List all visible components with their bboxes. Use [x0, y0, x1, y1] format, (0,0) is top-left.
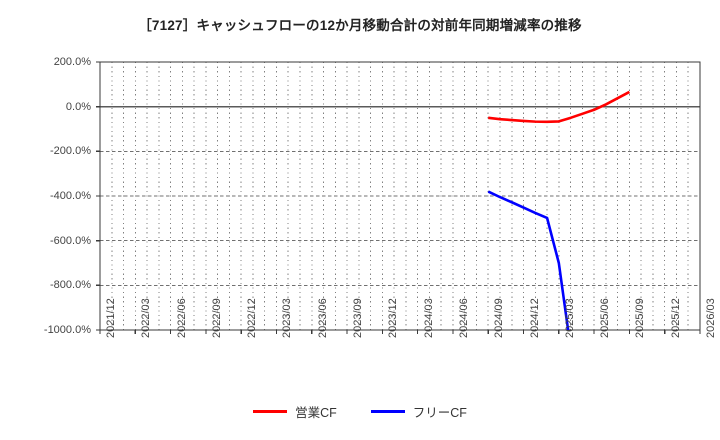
x-tick-label: 2023/12 — [387, 298, 400, 338]
x-tick-label: 2025/03 — [563, 298, 576, 338]
legend-color-swatch — [370, 410, 405, 413]
y-tick-label: 0.0% — [65, 100, 91, 113]
x-tick-label: 2024/06 — [457, 298, 470, 338]
y-tick-label: -1000.0% — [43, 324, 91, 336]
legend-item: 営業CF — [253, 402, 337, 421]
x-tick-label: 2025/06 — [599, 298, 612, 338]
x-tick-label: 2022/09 — [210, 298, 223, 338]
y-tick-label: -200.0% — [50, 145, 91, 158]
x-tick-label: 2022/06 — [175, 298, 188, 338]
chart-title: ［7127］キャッシュフローの12か月移動合計の対前年同期増減率の推移 — [138, 18, 582, 33]
legend-item: フリーCF — [370, 402, 467, 421]
legend-color-swatch — [253, 410, 288, 413]
data-series — [487, 90, 631, 330]
y-tick-label: 200.0% — [53, 56, 91, 68]
x-tick-label: 2024/09 — [493, 298, 506, 338]
series-line-フリーCF — [487, 190, 570, 330]
legend-label: フリーCF — [412, 406, 467, 420]
x-tick-label: 2023/09 — [352, 298, 365, 338]
x-tick-label: 2021/12 — [105, 298, 117, 338]
x-tick-label: 2022/12 — [246, 298, 259, 338]
chart-legend: 営業CF フリーCF — [0, 402, 720, 421]
x-tick-label: 2023/03 — [281, 298, 294, 338]
x-tick-label: 2024/03 — [422, 298, 435, 338]
series-line-営業CF — [488, 90, 631, 124]
y-tick-label: -400.0% — [50, 190, 91, 202]
axis-tick-marks — [96, 61, 701, 334]
x-tick-label: 2024/12 — [528, 298, 541, 338]
x-tick-label: 2025/09 — [634, 298, 647, 338]
x-tick-label: 2025/12 — [669, 298, 682, 338]
x-tick-label: 2023/06 — [316, 298, 329, 338]
horizontal-gridlines — [100, 150, 700, 286]
x-tick-label: 2022/03 — [140, 298, 153, 338]
legend-label: 営業CF — [295, 406, 337, 420]
y-tick-label: -800.0% — [50, 279, 91, 292]
x-tick-label: 2026/03 — [705, 298, 717, 338]
y-tick-label: -600.0% — [50, 234, 91, 247]
